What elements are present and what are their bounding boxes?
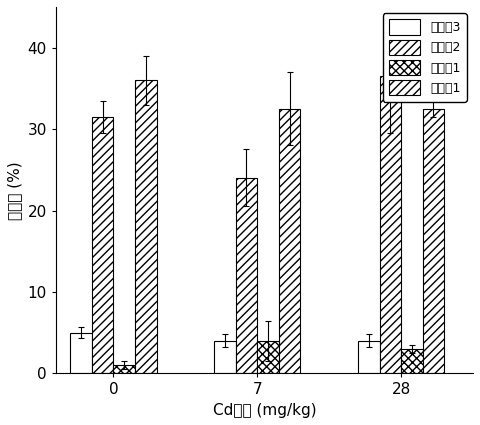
Bar bbox=[257, 341, 279, 374]
Bar bbox=[92, 117, 113, 374]
Bar bbox=[279, 109, 300, 374]
Bar bbox=[214, 341, 236, 374]
Bar bbox=[401, 349, 423, 374]
Bar bbox=[135, 80, 156, 374]
X-axis label: Cd浓度 (mg/kg): Cd浓度 (mg/kg) bbox=[213, 403, 316, 418]
Bar bbox=[236, 178, 257, 374]
Bar bbox=[358, 341, 380, 374]
Legend: 对比例3, 对比例2, 对比例1, 实施例1: 对比例3, 对比例2, 对比例1, 实施例1 bbox=[383, 13, 467, 102]
Bar bbox=[380, 76, 401, 374]
Y-axis label: 侵染率 (%): 侵染率 (%) bbox=[7, 161, 22, 220]
Bar bbox=[113, 366, 135, 374]
Bar bbox=[70, 333, 92, 374]
Bar bbox=[423, 109, 444, 374]
